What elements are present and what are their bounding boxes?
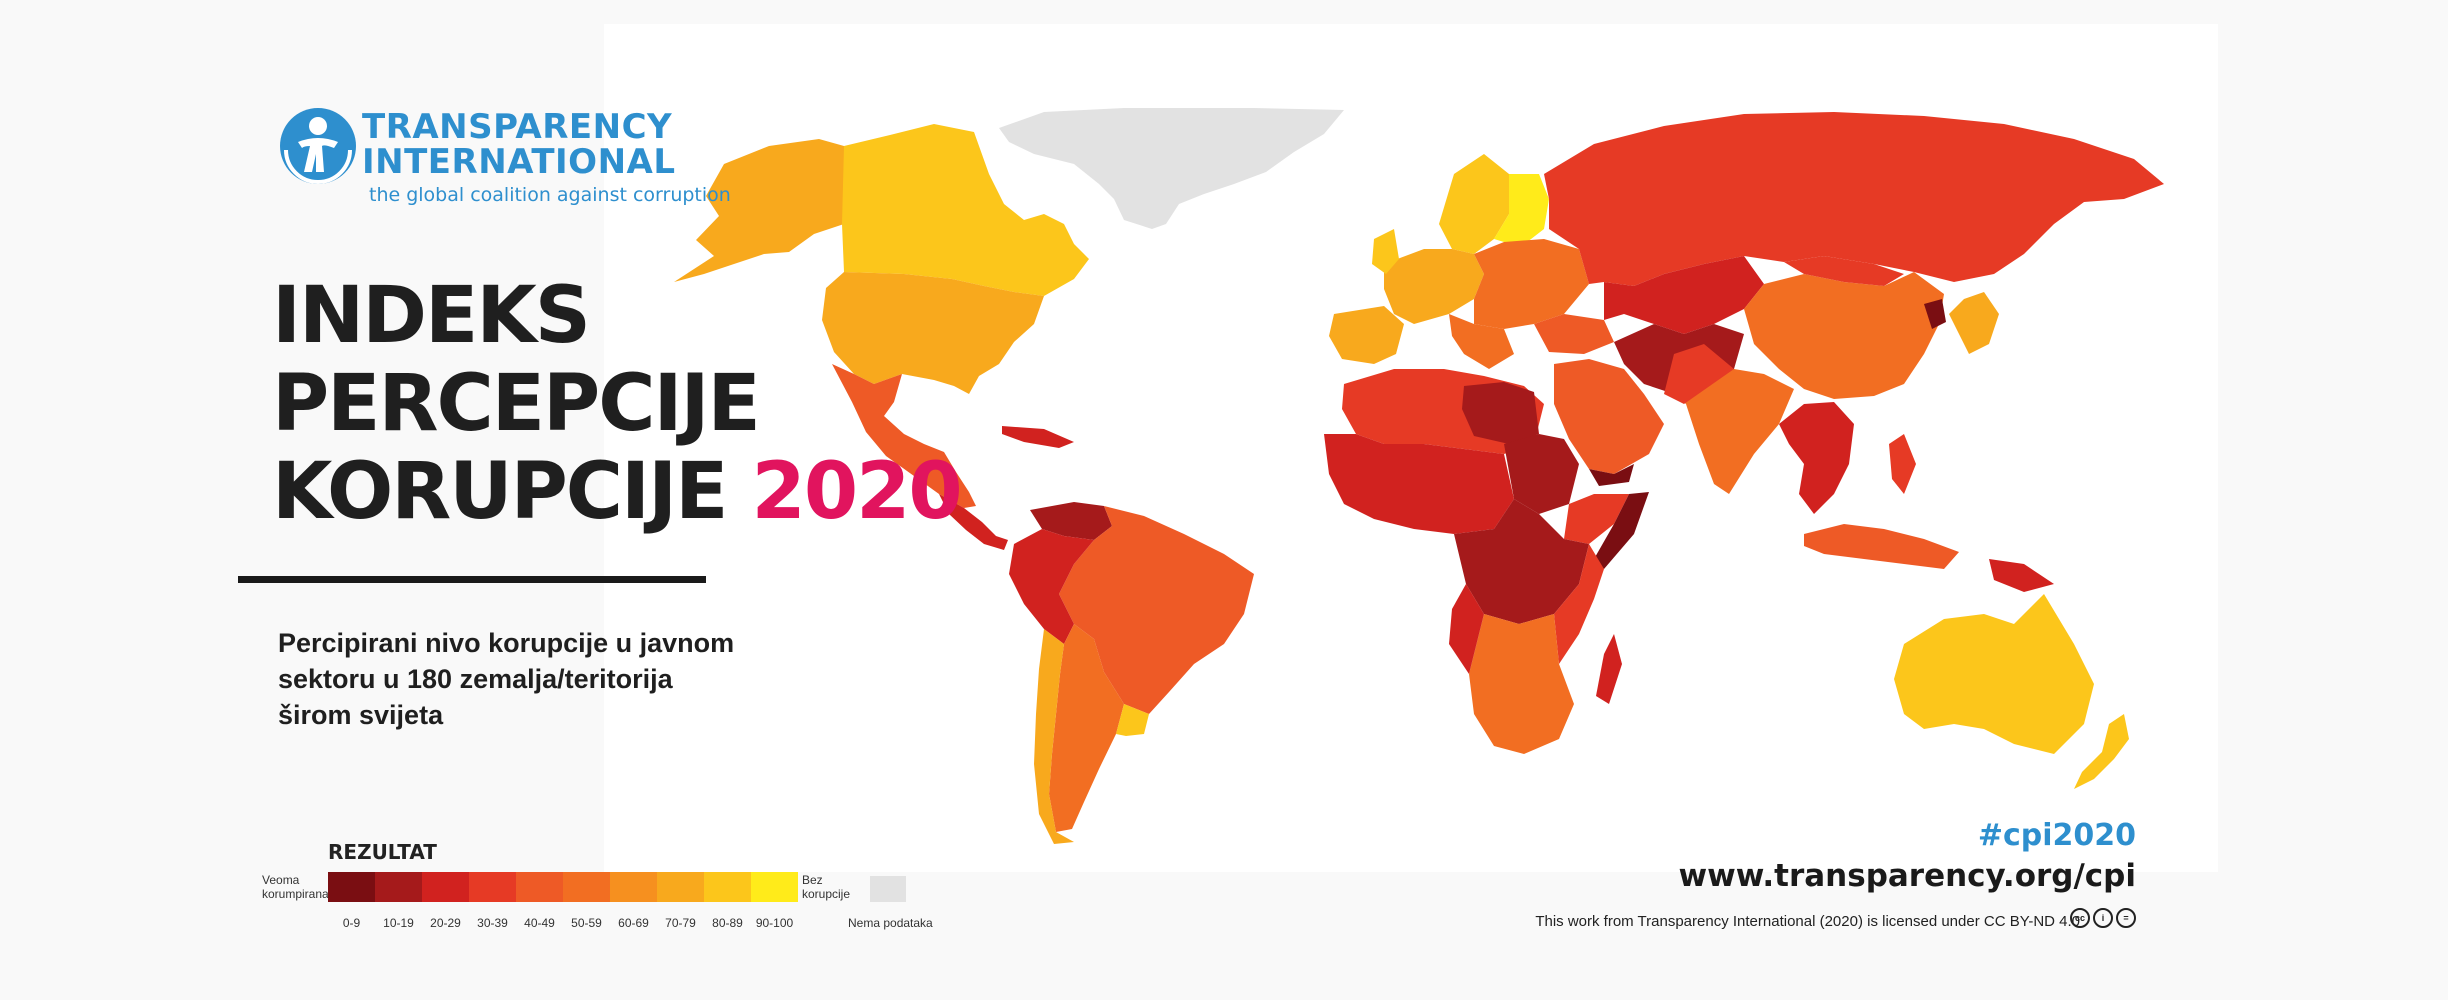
map-mexico bbox=[832, 364, 976, 508]
map-yemen bbox=[1589, 464, 1634, 486]
map-scandinavia bbox=[1439, 154, 1509, 254]
legend-segment bbox=[610, 872, 657, 902]
map-western-europe bbox=[1384, 249, 1484, 324]
hashtag-link[interactable]: #cpi2020 bbox=[1977, 818, 2136, 853]
legend-range-label: 0-9 bbox=[342, 916, 361, 930]
map-southeast-asia bbox=[1779, 402, 1854, 514]
legend-segment bbox=[469, 872, 516, 902]
legend-range-label: 30-39 bbox=[477, 916, 508, 930]
map-uk bbox=[1372, 229, 1399, 274]
legend-range-label: 20-29 bbox=[430, 916, 461, 930]
legend-segment bbox=[516, 872, 563, 902]
page-title: INDEKS PERCEPCIJE KORUPCIJE 2020 bbox=[272, 271, 963, 537]
map-iberia bbox=[1329, 306, 1404, 364]
title-line3: KORUPCIJE 2020 bbox=[272, 447, 963, 537]
by-icon: i bbox=[2093, 908, 2113, 928]
world-map bbox=[674, 108, 2164, 844]
legend-range-label: 70-79 bbox=[665, 916, 696, 930]
map-angola bbox=[1449, 584, 1484, 674]
legend-nodata-swatch bbox=[870, 876, 906, 902]
map-eastern-europe bbox=[1474, 239, 1589, 329]
legend-segment bbox=[751, 872, 798, 902]
map-finland-norway bbox=[1494, 174, 1549, 246]
title-line2: PERCEPCIJE bbox=[272, 359, 761, 449]
legend-segment bbox=[375, 872, 422, 902]
map-brazil bbox=[1059, 506, 1254, 714]
legend-segment bbox=[422, 872, 469, 902]
logo-text-line2: INTERNATIONAL bbox=[362, 142, 676, 182]
map-north-korea bbox=[1924, 299, 1946, 329]
map-east-africa bbox=[1554, 544, 1604, 664]
legend-segment bbox=[657, 872, 704, 902]
map-canada bbox=[842, 124, 1089, 296]
map-andes bbox=[1009, 529, 1094, 644]
map-greenland bbox=[999, 108, 1344, 229]
map-pakistan bbox=[1664, 344, 1734, 404]
legend-range-label: 50-59 bbox=[571, 916, 602, 930]
map-somalia bbox=[1594, 492, 1649, 569]
subtitle: Percipirani nivo korupcije u javnom sekt… bbox=[278, 628, 735, 730]
map-philippines bbox=[1889, 434, 1916, 494]
legend-high-label: Bez korupcije bbox=[802, 873, 851, 901]
legend-range-label: 10-19 bbox=[383, 916, 414, 930]
website-link[interactable]: www.transparency.org/cpi bbox=[1678, 858, 2136, 894]
map-indonesia bbox=[1804, 524, 1959, 569]
map-arabia bbox=[1554, 359, 1664, 474]
legend-low-label: Veoma korumpirana bbox=[262, 873, 329, 901]
legend-range-label: 80-89 bbox=[712, 916, 743, 930]
logo-tagline: the global coalition against corruption bbox=[369, 184, 731, 206]
map-horn-of-africa bbox=[1564, 494, 1629, 544]
legend-nodata-label: Nema podataka bbox=[848, 916, 933, 930]
nd-icon: = bbox=[2116, 908, 2136, 928]
map-png bbox=[1989, 559, 2054, 592]
map-west-africa bbox=[1324, 434, 1514, 534]
legend-segment bbox=[563, 872, 610, 902]
transparency-international-logo[interactable]: TRANSPARENCY INTERNATIONAL the global co… bbox=[278, 106, 731, 216]
legend-range-label: 60-69 bbox=[618, 916, 649, 930]
legend-title: REZULTAT bbox=[328, 840, 437, 864]
map-korea-japan bbox=[1949, 292, 1999, 354]
map-mongolia bbox=[1784, 256, 1904, 286]
legend-range-labels: 0-9 10-19 20-29 30-39 40-49 50-59 60-69 70-79 80… bbox=[328, 916, 798, 930]
map-chile bbox=[1034, 629, 1074, 844]
legend-segment bbox=[328, 872, 375, 902]
map-madagascar bbox=[1596, 634, 1622, 704]
map-venezuela bbox=[1030, 502, 1112, 540]
title-line3-text: KORUPCIJE bbox=[272, 447, 728, 537]
map-central-africa bbox=[1454, 499, 1589, 624]
legend-color-scale bbox=[328, 872, 798, 902]
world-map-panel bbox=[604, 24, 2218, 872]
map-southern-africa bbox=[1469, 614, 1574, 754]
title-line1: INDEKS bbox=[272, 271, 591, 361]
map-australia bbox=[1894, 594, 2094, 754]
map-turkey bbox=[1534, 314, 1614, 354]
map-central-asia bbox=[1604, 256, 1764, 334]
map-china bbox=[1744, 272, 1944, 399]
logo-text-line1: TRANSPARENCY bbox=[362, 107, 673, 147]
map-central-america bbox=[939, 494, 1008, 550]
map-italy-balkans bbox=[1449, 314, 1514, 369]
cc-icon: cc bbox=[2070, 908, 2090, 928]
map-new-zealand bbox=[2074, 714, 2129, 789]
title-year: 2020 bbox=[751, 447, 963, 537]
license-text: This work from Transparency Internationa… bbox=[1535, 913, 2080, 930]
map-russia bbox=[1544, 112, 2164, 286]
cc-license-icons: cc i = bbox=[2070, 908, 2136, 928]
ti-logo-icon bbox=[280, 108, 356, 184]
map-argentina bbox=[1049, 624, 1124, 832]
legend-segment bbox=[704, 872, 751, 902]
map-libya bbox=[1462, 382, 1539, 444]
map-alaska bbox=[674, 139, 844, 282]
title-divider bbox=[238, 576, 706, 583]
map-caribbean bbox=[1002, 426, 1074, 448]
legend-range-label: 40-49 bbox=[524, 916, 555, 930]
map-usa bbox=[822, 272, 1044, 394]
map-sudan bbox=[1504, 434, 1579, 514]
map-uruguay bbox=[1116, 704, 1149, 736]
legend-range-label: 90-100 bbox=[755, 916, 794, 930]
